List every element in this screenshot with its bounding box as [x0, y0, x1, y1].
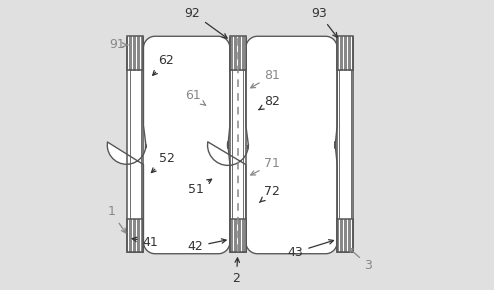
Text: 41: 41 [132, 236, 159, 249]
Polygon shape [107, 36, 230, 254]
Bar [127, 219, 143, 252]
Text: 2: 2 [233, 258, 241, 285]
Text: 51: 51 [188, 179, 211, 196]
Bar [337, 219, 353, 252]
Text: 72: 72 [259, 185, 280, 202]
Text: 81: 81 [250, 69, 280, 88]
Bar [230, 38, 246, 252]
Bar [230, 36, 246, 70]
Bar [127, 36, 143, 70]
Bar [230, 219, 246, 252]
Text: 43: 43 [288, 240, 333, 259]
Bar [127, 36, 143, 70]
Bar [337, 36, 353, 70]
Bar [230, 219, 246, 252]
Bar [230, 38, 246, 252]
Bar [337, 219, 353, 252]
Bar [339, 40, 351, 250]
Text: 3: 3 [349, 248, 372, 272]
Bar [337, 36, 353, 70]
Text: 92: 92 [185, 7, 227, 38]
Text: 1: 1 [107, 205, 126, 233]
Text: 52: 52 [151, 152, 174, 173]
Bar [232, 40, 244, 250]
Bar [337, 38, 353, 252]
Text: 91: 91 [109, 39, 128, 51]
Text: 93: 93 [311, 7, 337, 37]
Polygon shape [207, 36, 337, 254]
Bar [127, 219, 143, 252]
Bar [230, 36, 246, 70]
Bar [130, 40, 141, 250]
Text: 42: 42 [188, 239, 226, 253]
Text: 61: 61 [185, 89, 206, 105]
Text: 62: 62 [153, 55, 174, 75]
Text: 82: 82 [259, 95, 280, 110]
Text: 71: 71 [251, 157, 280, 175]
Bar [127, 38, 143, 252]
Bar [127, 38, 143, 252]
Bar [337, 38, 353, 252]
